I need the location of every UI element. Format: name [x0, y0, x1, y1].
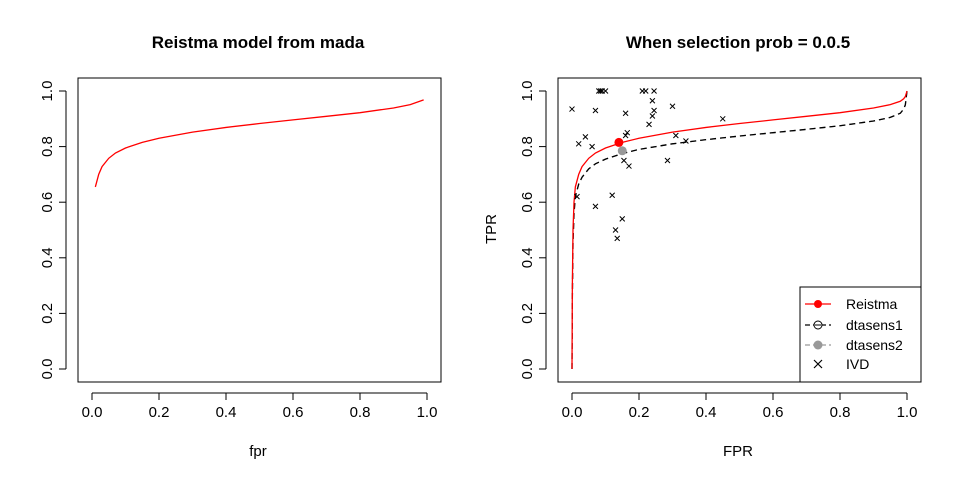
right-y-tick-label: 0.0: [519, 359, 536, 380]
ivd-point-marker: [622, 110, 629, 117]
right-series-group: [571, 90, 908, 370]
right-y-tick-label: 0.6: [519, 192, 536, 213]
legend-label-reistma: Reistma: [846, 296, 898, 312]
right-series-dtasens1-line: [571, 90, 908, 370]
left-series-curve-line: [94, 99, 424, 188]
ivd-point-marker: [592, 203, 599, 210]
ivd-point-marker: [683, 138, 689, 144]
ivd-point-marker: [589, 143, 595, 150]
summary-points-group: [614, 137, 627, 156]
left-y-tick-label: 1.0: [39, 81, 56, 102]
left-x-tick-label: 0.2: [149, 404, 170, 421]
ivd-point-marker: [582, 134, 589, 140]
ivd-point-marker: [649, 113, 656, 119]
ivd-point-marker: [612, 227, 619, 233]
left-y-tick-label: 0.8: [39, 136, 56, 157]
right-series-reistma-line: [571, 90, 908, 370]
legend-marker-reistma: [814, 300, 822, 308]
ivd-point-marker: [624, 129, 631, 136]
legend-entry-dtasens1: dtasens1: [805, 317, 903, 333]
right-x-tick-label: 0.0: [562, 404, 583, 421]
legend-entry-reistma: Reistma: [805, 296, 898, 312]
ivd-point-marker: [646, 121, 652, 128]
right-y-tick-label: 0.8: [519, 136, 536, 157]
right-y-tick-label: 0.4: [519, 247, 536, 268]
ivd-point-marker: [574, 193, 580, 200]
legend-marker-dtasens2: [813, 340, 823, 350]
legend-marker-ivd: [813, 359, 823, 369]
left-axes: 0.0 0.2 0.4 0.6 0.8 1.0 0.0 0.2 0.4 0.6 0.8 1.0: [39, 81, 437, 421]
left-x-tick-label: 1.0: [417, 404, 438, 421]
left-x-axis-label: fpr: [249, 443, 267, 460]
right-y-tick-label: 0.2: [519, 303, 536, 324]
left-y-tick-label: 0.4: [39, 247, 56, 268]
legend-label-dtasens1: dtasens1: [846, 317, 903, 333]
right-x-tick-label: 0.8: [830, 404, 851, 421]
right-x-tick-label: 0.4: [696, 404, 717, 421]
left-plot-box: [77, 77, 442, 383]
legend-entry-dtasens2: dtasens2: [805, 337, 903, 353]
legend-entry-ivd: IVD: [813, 356, 869, 372]
legend-label-ivd: IVD: [846, 356, 869, 372]
right-y-tick-label: 1.0: [519, 81, 536, 102]
ivd-point-marker: [719, 115, 726, 122]
ivd-scatter-group: [569, 88, 726, 242]
right-x-axis-label: FPR: [723, 443, 753, 460]
ivd-point-marker: [622, 132, 629, 139]
ivd-point-marker: [669, 103, 676, 110]
ivd-point-marker: [575, 140, 582, 147]
left-chart-title: Reistma model from mada: [152, 33, 365, 52]
panel-left-reitsma-model: Reistma model from mada fpr 0.0 0.2 0.4 0.6…: [39, 33, 442, 460]
ivd-point-marker: [569, 106, 575, 112]
right-x-tick-label: 0.2: [629, 404, 650, 421]
ivd-point-marker: [621, 157, 627, 164]
ivd-point-marker: [597, 88, 604, 94]
ivd-point-marker: [651, 107, 657, 114]
right-y-axis-label: TPR: [483, 214, 500, 244]
panel-right-selection-prob: When selection prob = 0.0.5 FPR TPR 0.0 0…: [483, 33, 922, 460]
ivd-point-marker: [619, 216, 626, 222]
left-y-tick-label: 0.2: [39, 303, 56, 324]
ivd-point-marker: [642, 88, 649, 94]
ivd-point-marker: [649, 97, 656, 104]
ivd-point-marker: [592, 107, 599, 114]
left-x-tick-label: 0.0: [82, 404, 103, 421]
ivd-point-marker: [614, 235, 621, 242]
right-x-tick-label: 0.6: [763, 404, 784, 421]
legend-label-dtasens2: dtasens2: [846, 337, 903, 353]
ivd-point-marker: [626, 163, 632, 169]
summary-point-reistma: [614, 137, 624, 147]
left-series-group: [94, 99, 424, 188]
ivd-point-marker: [664, 157, 671, 164]
left-x-tick-label: 0.6: [283, 404, 304, 421]
right-x-tick-label: 1.0: [897, 404, 918, 421]
ivd-point-marker: [672, 132, 679, 139]
left-y-tick-label: 0.0: [39, 359, 56, 380]
left-x-tick-label: 0.4: [216, 404, 237, 421]
summary-point-dtasens2: [617, 146, 627, 156]
ivd-point-marker: [651, 88, 657, 94]
right-chart-title: When selection prob = 0.0.5: [626, 33, 850, 52]
right-axes: 0.0 0.2 0.4 0.6 0.8 1.0 0.0 0.2 0.4 0.6 0.8 1.0: [519, 81, 917, 421]
ivd-point-marker: [602, 88, 609, 94]
left-y-tick-label: 0.6: [39, 192, 56, 213]
left-x-tick-label: 0.8: [350, 404, 371, 421]
right-plot-box: [557, 77, 922, 383]
ivd-point-marker: [609, 192, 616, 199]
legend: Reistma dtasens1 dtasens2 IVD: [799, 286, 922, 383]
